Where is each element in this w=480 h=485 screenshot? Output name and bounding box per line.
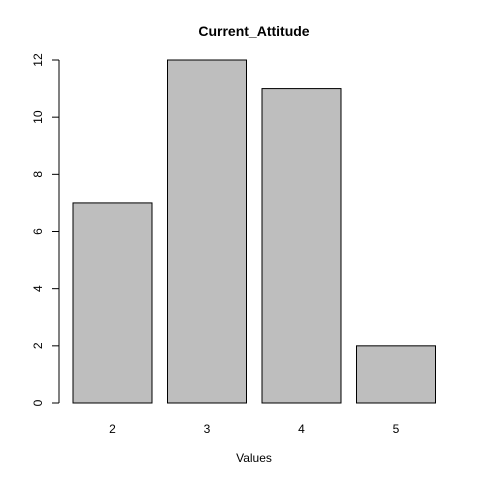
x-tick-label: 2	[109, 422, 116, 436]
y-tick-label: 8	[31, 171, 45, 178]
y-tick-label: 10	[31, 110, 45, 124]
bar-3	[167, 59, 247, 404]
y-tick-label: 6	[31, 228, 45, 235]
y-axis: 0 2 4 6 8 10 12	[31, 53, 60, 406]
bar-4	[261, 88, 342, 404]
bars-group	[72, 59, 436, 404]
y-tick-label: 0	[31, 399, 45, 406]
bar-5	[356, 345, 436, 404]
x-tick-label: 4	[298, 422, 305, 436]
x-tick-label: 5	[393, 422, 400, 436]
y-tick-label: 4	[31, 285, 45, 292]
x-tick-label: 3	[204, 422, 211, 436]
x-axis-label: Values	[236, 451, 272, 465]
y-tick-label: 2	[31, 342, 45, 349]
chart-title: Current_Attitude	[198, 23, 309, 39]
x-tick-labels: 2 3 4 5	[109, 422, 400, 436]
bar-2	[72, 202, 153, 404]
y-tick-label: 12	[31, 53, 45, 67]
